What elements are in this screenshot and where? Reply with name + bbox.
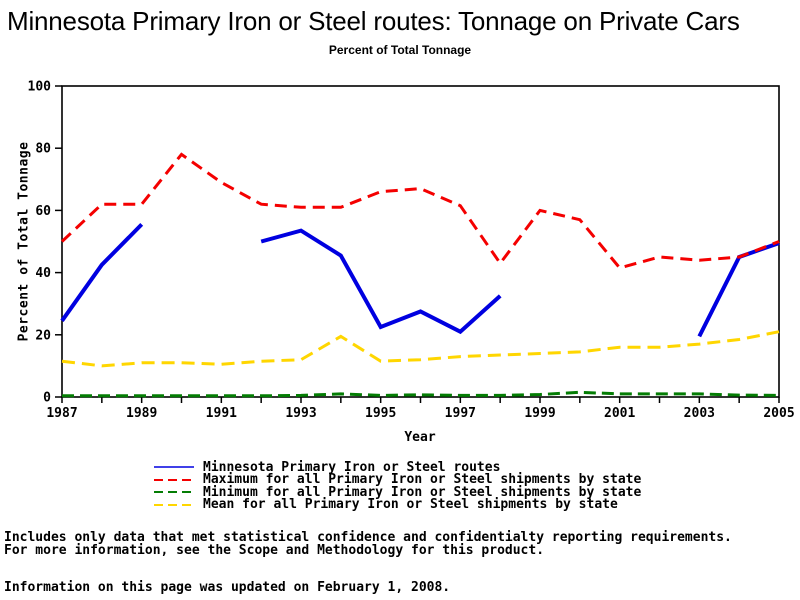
series-line-0 bbox=[60, 222, 780, 338]
x-axis-title: Year bbox=[404, 430, 436, 445]
x-tick-label: 1999 bbox=[524, 406, 555, 421]
legend-item-2: Minimum for all Primary Iron or Steel sh… bbox=[154, 484, 642, 500]
series-line-3 bbox=[61, 330, 780, 368]
series-line-1 bbox=[60, 152, 780, 270]
legend-swatch-line bbox=[154, 466, 194, 469]
x-tick-label: 2003 bbox=[684, 406, 715, 421]
legend-item-0: Minnesota Primary Iron or Steel routes bbox=[154, 459, 641, 475]
x-tick-label: 1997 bbox=[445, 406, 476, 421]
plot-frame bbox=[61, 85, 780, 398]
y-tick-label: 40 bbox=[35, 266, 51, 281]
legend-item-3: Mean for all Primary Iron or Steel shipm… bbox=[154, 497, 641, 513]
legend-label: Mean for all Primary Iron or Steel shipm… bbox=[203, 497, 618, 513]
y-axis-title: Percent of Total Tonnage bbox=[16, 141, 32, 342]
x-tick-label: 2005 bbox=[763, 406, 794, 421]
footnote-line-2: For more information, see the Scope and … bbox=[4, 543, 545, 558]
legend: Minnesota Primary Iron or Steel routes Ma… bbox=[154, 459, 642, 513]
x-tick-label: 1991 bbox=[206, 406, 237, 421]
chart-title: Minnesota Primary Iron or Steel routes: … bbox=[7, 6, 740, 36]
footnote-line-3: Information on this page was updated on … bbox=[4, 580, 451, 595]
chart-subtitle: Percent of Total Tonnage bbox=[328, 43, 472, 57]
legend-swatch-line bbox=[154, 503, 194, 506]
y-tick-label: 60 bbox=[35, 204, 51, 219]
legend-swatch-line bbox=[154, 478, 194, 481]
x-tick-label: 1993 bbox=[285, 406, 316, 421]
x-tick-label: 1989 bbox=[126, 406, 157, 421]
legend-label: Minnesota Primary Iron or Steel routes bbox=[203, 459, 501, 475]
y-tick-label: 100 bbox=[28, 80, 52, 95]
legend-swatch-line bbox=[154, 491, 194, 494]
legend-label: Minimum for all Primary Iron or Steel sh… bbox=[203, 484, 642, 500]
y-tick-label: 20 bbox=[35, 328, 51, 343]
legend-item-1: Maximum for all Primary Iron or Steel sh… bbox=[154, 472, 642, 488]
x-tick-label: 1995 bbox=[365, 406, 396, 421]
y-tick-label: 80 bbox=[35, 142, 51, 157]
x-tick-label: 2001 bbox=[604, 406, 635, 421]
x-tick-label: 1987 bbox=[46, 406, 77, 421]
footnote-line-1: Includes only data that met statistical … bbox=[4, 530, 732, 545]
series-line-2 bbox=[62, 390, 780, 398]
legend-label: Maximum for all Primary Iron or Steel sh… bbox=[203, 472, 642, 488]
y-tick-label: 0 bbox=[43, 391, 51, 406]
